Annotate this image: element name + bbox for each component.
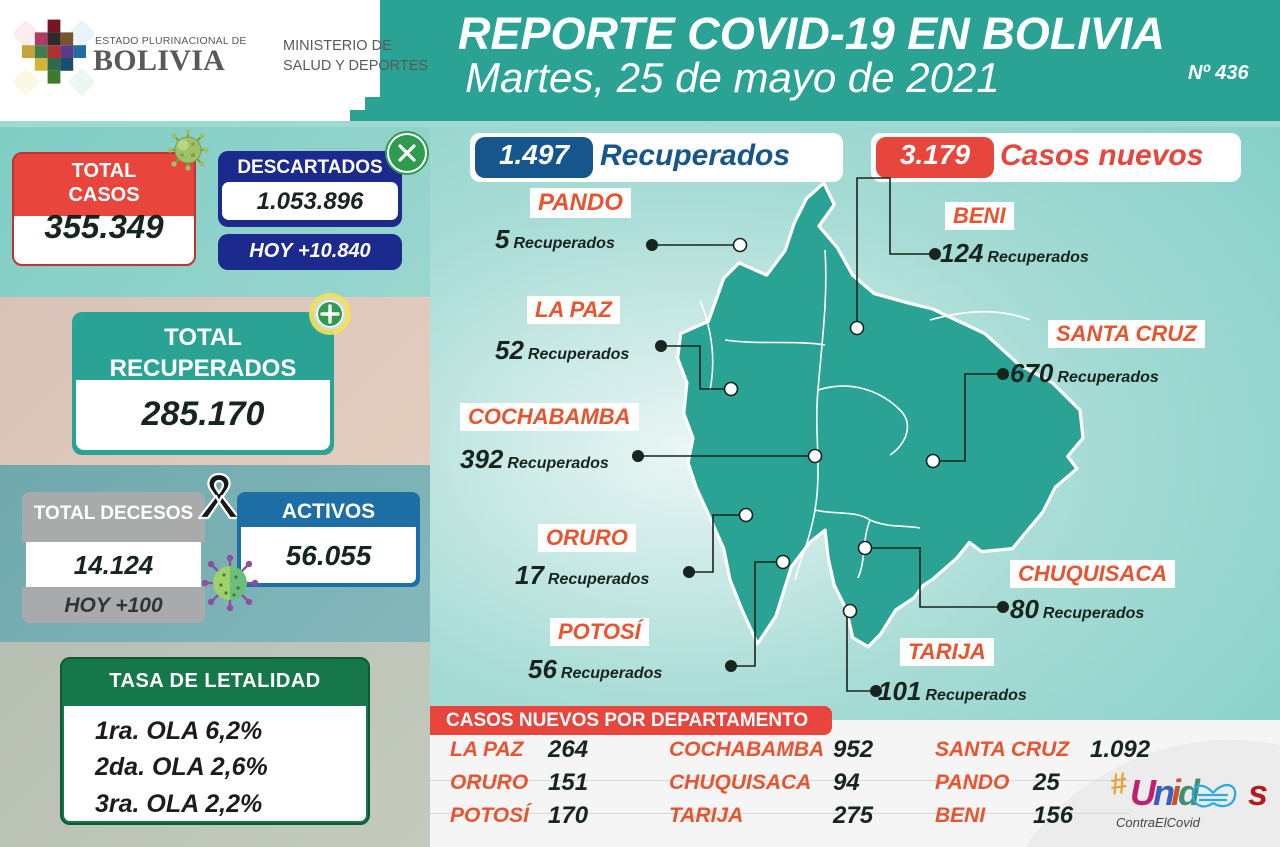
svg-text:s: s [1248, 772, 1268, 813]
svg-text:d: d [1178, 772, 1201, 813]
svg-text:ContraElCovid: ContraElCovid [1116, 815, 1201, 830]
svg-text:#: # [1108, 767, 1129, 802]
